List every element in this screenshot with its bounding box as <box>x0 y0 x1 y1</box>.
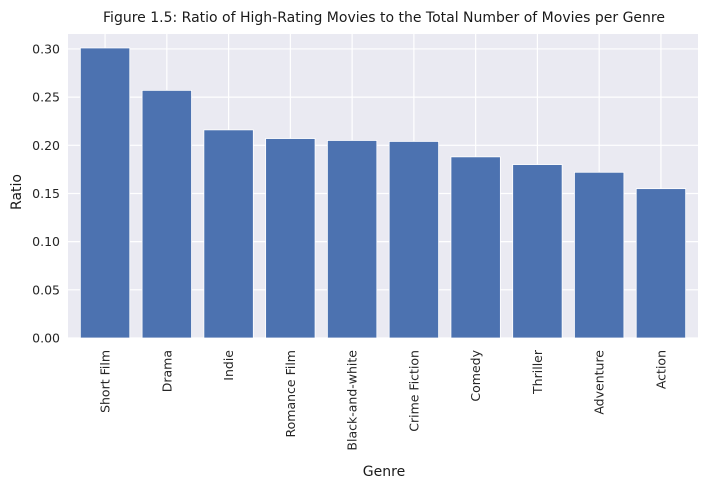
y-tick-label: 0.00 <box>32 331 60 346</box>
x-tick-label: Short Film <box>98 350 113 413</box>
bars <box>79 47 687 339</box>
y-tick-label: 0.25 <box>32 90 60 105</box>
bar <box>635 188 687 339</box>
bar <box>141 89 192 339</box>
y-axis-label: Ratio <box>9 174 25 210</box>
bar <box>574 171 625 339</box>
bar <box>265 138 316 339</box>
bar <box>79 47 131 339</box>
y-axis-ticks: 0.00 0.05 0.10 0.15 0.20 0.25 0.30 <box>32 41 60 345</box>
x-tick-label: Romance Film <box>283 350 298 437</box>
x-tick-label: Thriller <box>530 349 545 395</box>
bar <box>512 164 563 339</box>
y-tick-label: 0.15 <box>32 186 60 201</box>
bar <box>327 140 378 339</box>
bar <box>388 141 439 339</box>
bar <box>203 129 254 339</box>
x-tick-label: Black-and-white <box>345 350 360 451</box>
x-tick-label: Adventure <box>592 350 607 415</box>
bar <box>450 156 501 339</box>
chart-title: Figure 1.5: Ratio of High-Rating Movies … <box>103 10 665 26</box>
y-tick-label: 0.20 <box>32 138 60 153</box>
x-axis-label: Genre <box>363 464 405 480</box>
x-tick-label: Crime Fiction <box>406 350 421 432</box>
y-tick-label: 0.05 <box>32 282 60 297</box>
x-tick-label: Comedy <box>468 349 483 401</box>
x-tick-label: Indie <box>221 350 236 381</box>
x-tick-label: Drama <box>159 350 174 392</box>
x-axis-ticks: Short Film Drama Indie Romance Film Black-an… <box>98 349 669 450</box>
y-tick-label: 0.10 <box>32 234 60 249</box>
x-tick-label: Action <box>653 350 668 389</box>
y-tick-label: 0.30 <box>32 41 60 56</box>
